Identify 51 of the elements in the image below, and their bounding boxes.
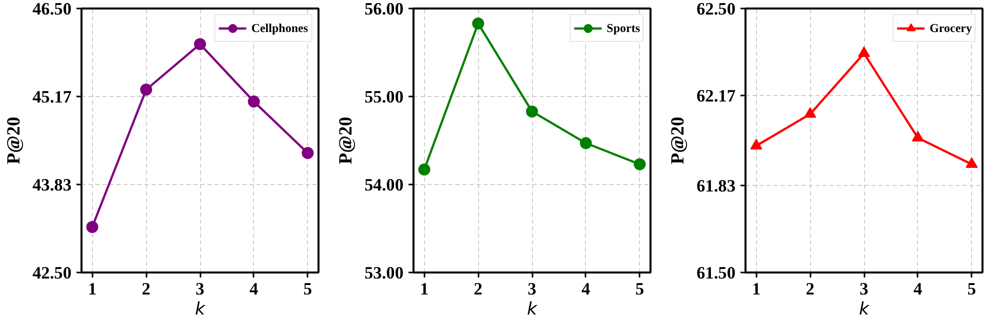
x-tick-label: 1 (88, 280, 97, 298)
point (526, 105, 538, 118)
x-tick-label: 4 (250, 280, 259, 298)
y-axis-title: P@20 (4, 116, 25, 164)
y-tick-label: 62.50 (696, 0, 736, 18)
point (248, 96, 260, 108)
point (750, 138, 762, 150)
y-tick-label: 45.17 (32, 87, 72, 106)
y-tick-label: 42.50 (32, 264, 72, 282)
x-axis-title: k (194, 300, 206, 320)
x-tick-label: 2 (142, 280, 150, 298)
x-tick-label: 3 (196, 280, 205, 298)
x-tick-label: 2 (474, 280, 482, 298)
x-tick-label: 5 (967, 280, 976, 298)
point (634, 158, 646, 170)
x-axis-title: k (526, 300, 538, 320)
x-tick-label: 1 (752, 280, 761, 298)
legend-label: Cellphones (251, 20, 308, 36)
x-tick-label: 5 (303, 280, 312, 298)
x-tick-label: 3 (860, 280, 869, 298)
point (580, 137, 592, 150)
y-tick-label: 46.50 (32, 0, 72, 18)
y-tick-label: 54.00 (364, 176, 404, 194)
y-tick-label: 62.17 (696, 86, 736, 106)
y-tick-label: 61.83 (696, 176, 736, 196)
point (472, 17, 484, 30)
point (194, 38, 206, 50)
x-axis-title: k (858, 300, 870, 320)
point (858, 46, 870, 58)
x-tick-label: 5 (635, 280, 644, 298)
legend-label: Grocery (930, 20, 972, 36)
x-tick-label: 3 (528, 280, 537, 298)
y-tick-label: 61.50 (696, 264, 736, 282)
point (418, 164, 430, 176)
point (804, 107, 816, 118)
point (140, 84, 152, 96)
y-axis-title: P@20 (668, 116, 689, 164)
y-axis-title: P@20 (336, 116, 357, 164)
y-tick-label: 55.00 (364, 88, 404, 106)
point (86, 220, 98, 233)
x-tick-label: 4 (582, 280, 591, 298)
x-tick-label: 4 (914, 280, 923, 298)
y-tick-label: 43.83 (32, 176, 72, 195)
y-tick-label: 53.00 (364, 264, 404, 282)
point (966, 157, 978, 168)
point (302, 147, 314, 160)
y-tick-label: 56.00 (364, 0, 404, 18)
point (912, 131, 924, 142)
x-tick-label: 1 (420, 280, 429, 298)
legend-label: Sports (606, 20, 640, 36)
x-tick-label: 2 (806, 280, 814, 298)
